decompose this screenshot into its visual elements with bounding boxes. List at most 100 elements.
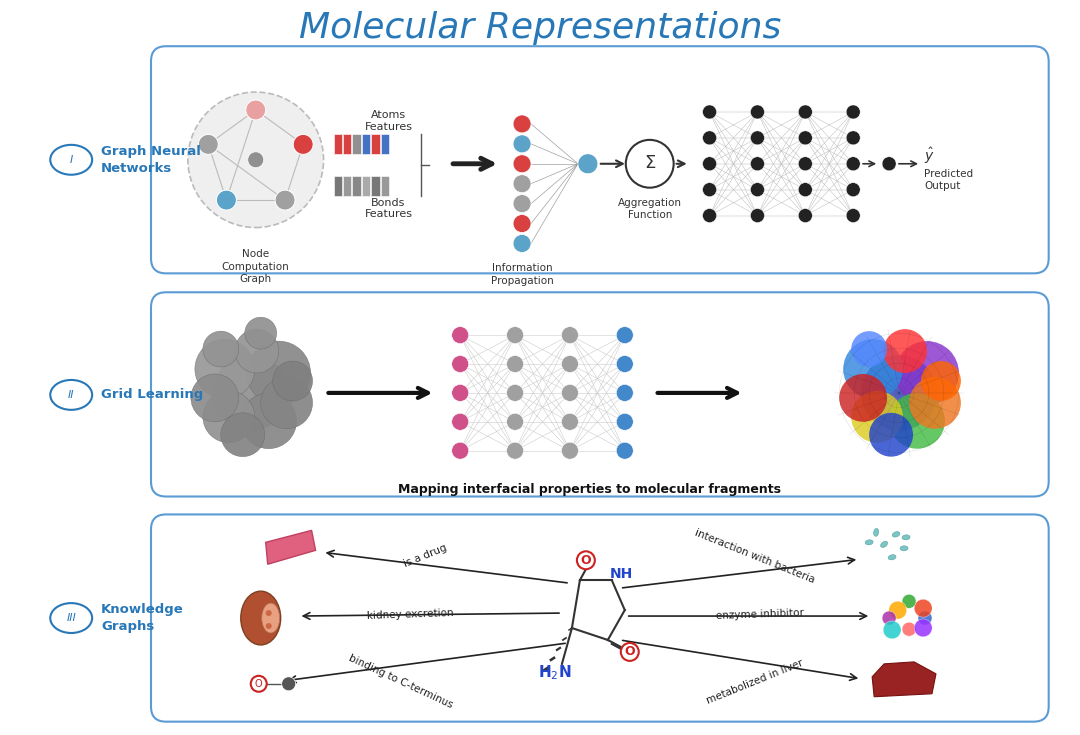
Bar bbox=[381, 176, 390, 196]
Circle shape bbox=[882, 611, 896, 625]
Circle shape bbox=[703, 209, 716, 223]
Polygon shape bbox=[873, 662, 936, 697]
Circle shape bbox=[191, 374, 239, 422]
Circle shape bbox=[234, 329, 279, 373]
Circle shape bbox=[507, 442, 524, 459]
Text: Atoms
Features: Atoms Features bbox=[364, 110, 413, 132]
Circle shape bbox=[451, 384, 469, 401]
Text: H$_2$N: H$_2$N bbox=[538, 664, 571, 682]
Text: Predicted
Output: Predicted Output bbox=[924, 168, 973, 191]
Text: metabolized in liver: metabolized in liver bbox=[704, 658, 805, 706]
Circle shape bbox=[282, 677, 296, 691]
Text: kidney excretion: kidney excretion bbox=[367, 608, 454, 620]
Circle shape bbox=[883, 329, 927, 373]
Circle shape bbox=[751, 209, 765, 223]
Circle shape bbox=[751, 157, 765, 171]
Circle shape bbox=[839, 374, 887, 422]
Bar bbox=[381, 134, 390, 154]
Ellipse shape bbox=[902, 545, 907, 552]
Text: O: O bbox=[581, 553, 591, 567]
Text: Bonds
Features: Bonds Features bbox=[364, 198, 413, 219]
FancyBboxPatch shape bbox=[151, 293, 1049, 497]
Bar bbox=[372, 134, 380, 154]
Circle shape bbox=[188, 92, 324, 228]
Circle shape bbox=[914, 599, 932, 617]
Circle shape bbox=[293, 135, 313, 154]
Ellipse shape bbox=[873, 530, 880, 535]
Circle shape bbox=[237, 389, 293, 445]
Circle shape bbox=[199, 387, 251, 439]
Circle shape bbox=[883, 621, 901, 639]
Circle shape bbox=[199, 135, 218, 154]
Circle shape bbox=[617, 384, 633, 401]
Circle shape bbox=[246, 341, 265, 359]
Ellipse shape bbox=[51, 380, 92, 410]
Circle shape bbox=[507, 384, 524, 401]
Circle shape bbox=[617, 356, 633, 373]
Circle shape bbox=[247, 152, 264, 168]
Text: Grid Learning: Grid Learning bbox=[102, 388, 203, 401]
Circle shape bbox=[798, 105, 812, 119]
Circle shape bbox=[562, 326, 579, 343]
Circle shape bbox=[847, 131, 860, 145]
Ellipse shape bbox=[904, 534, 908, 541]
Circle shape bbox=[513, 234, 531, 252]
Circle shape bbox=[207, 349, 283, 425]
Bar bbox=[362, 176, 370, 196]
FancyBboxPatch shape bbox=[151, 514, 1049, 722]
Ellipse shape bbox=[889, 554, 895, 561]
Circle shape bbox=[231, 326, 275, 370]
Text: NH: NH bbox=[610, 567, 633, 581]
Circle shape bbox=[617, 413, 633, 430]
Circle shape bbox=[909, 377, 961, 429]
Text: Graph Neural
Networks: Graph Neural Networks bbox=[102, 145, 201, 174]
Circle shape bbox=[270, 358, 310, 398]
Circle shape bbox=[283, 372, 299, 388]
Circle shape bbox=[902, 595, 916, 609]
Circle shape bbox=[451, 356, 469, 373]
Text: Node
Computation
Graph: Node Computation Graph bbox=[221, 249, 289, 284]
Circle shape bbox=[703, 183, 716, 197]
Circle shape bbox=[851, 391, 903, 442]
Circle shape bbox=[194, 339, 255, 399]
Circle shape bbox=[562, 356, 579, 373]
Circle shape bbox=[751, 131, 765, 145]
Circle shape bbox=[225, 417, 256, 448]
Circle shape bbox=[577, 551, 595, 569]
Circle shape bbox=[256, 408, 279, 430]
Circle shape bbox=[242, 337, 306, 400]
Circle shape bbox=[246, 341, 311, 405]
Ellipse shape bbox=[51, 145, 92, 175]
Circle shape bbox=[889, 393, 945, 448]
Circle shape bbox=[220, 413, 265, 456]
Circle shape bbox=[895, 341, 959, 405]
Text: O: O bbox=[255, 679, 262, 689]
Circle shape bbox=[241, 393, 297, 448]
Bar bbox=[334, 134, 342, 154]
Text: O: O bbox=[624, 645, 635, 659]
Text: II: II bbox=[68, 390, 75, 400]
Circle shape bbox=[211, 355, 235, 379]
Circle shape bbox=[242, 315, 274, 347]
Circle shape bbox=[513, 135, 531, 153]
Text: Molecular Representations: Molecular Representations bbox=[299, 11, 781, 46]
Circle shape bbox=[200, 329, 237, 365]
Circle shape bbox=[902, 623, 916, 637]
Circle shape bbox=[239, 334, 270, 364]
Circle shape bbox=[847, 105, 860, 119]
Circle shape bbox=[232, 425, 251, 442]
Circle shape bbox=[217, 405, 238, 426]
Circle shape bbox=[260, 377, 312, 429]
Circle shape bbox=[798, 131, 812, 145]
Circle shape bbox=[507, 356, 524, 373]
Circle shape bbox=[203, 391, 255, 442]
Circle shape bbox=[562, 442, 579, 459]
Circle shape bbox=[507, 326, 524, 343]
Circle shape bbox=[245, 318, 276, 349]
Text: Mapping interfacial properties to molecular fragments: Mapping interfacial properties to molecu… bbox=[399, 483, 781, 496]
Circle shape bbox=[513, 115, 531, 133]
Circle shape bbox=[847, 157, 860, 171]
Circle shape bbox=[914, 619, 932, 637]
Circle shape bbox=[266, 610, 272, 616]
Circle shape bbox=[751, 183, 765, 197]
